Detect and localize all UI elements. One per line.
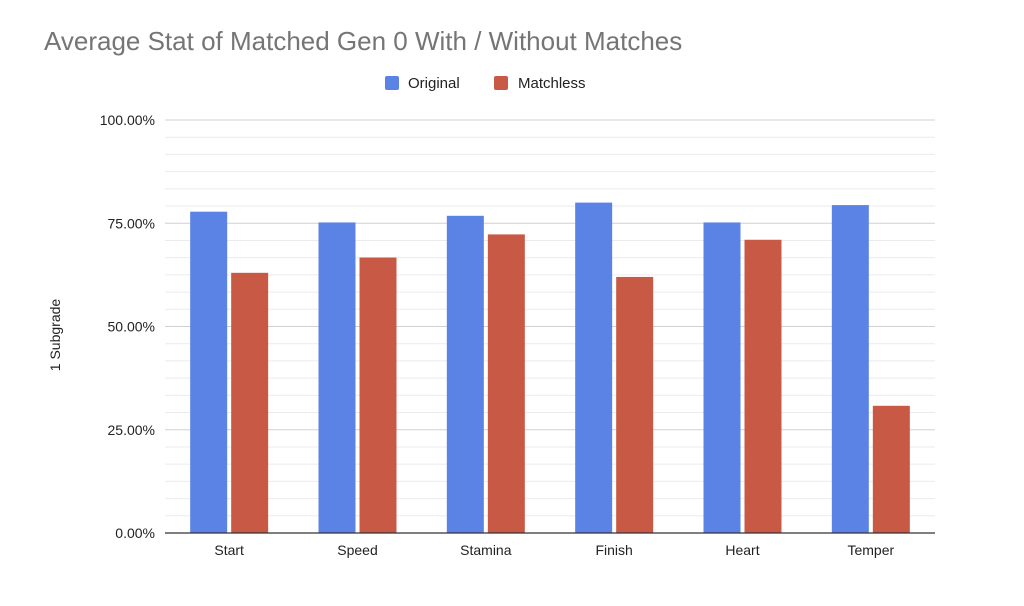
x-axis-ticks: Start Speed Stamina Finish Heart Temper <box>214 542 894 558</box>
bar-matchless-temper <box>872 405 910 533</box>
bar-original-temper <box>831 205 869 533</box>
legend-label-matchless: Matchless <box>518 75 586 92</box>
y-axis-title: 1 Subgrade <box>47 299 63 372</box>
x-tick-label: Stamina <box>460 542 512 558</box>
bars <box>190 202 910 534</box>
y-tick-label: 50.00% <box>108 319 155 335</box>
bar-original-stamina <box>446 215 484 534</box>
legend-swatch-matchless <box>494 76 508 90</box>
bar-matchless-stamina <box>487 234 525 533</box>
x-tick-label: Speed <box>337 542 377 558</box>
y-axis-ticks: 0.00% 25.00% 50.00% 75.00% 100.00% <box>100 112 155 541</box>
bar-matchless-heart <box>744 239 782 533</box>
bar-original-start <box>190 211 228 533</box>
x-tick-label: Finish <box>595 542 632 558</box>
bar-original-speed <box>318 222 356 533</box>
legend-label-original: Original <box>408 75 460 92</box>
x-tick-label: Start <box>214 542 244 558</box>
legend-swatch-original <box>385 76 399 90</box>
bar-matchless-start <box>231 272 269 533</box>
grid <box>165 119 935 517</box>
bar-matchless-speed <box>359 257 397 533</box>
y-tick-label: 0.00% <box>115 525 155 541</box>
x-tick-label: Heart <box>725 542 759 558</box>
x-tick-label: Temper <box>847 542 894 558</box>
y-tick-label: 100.00% <box>100 112 155 128</box>
bar-original-heart <box>703 222 741 533</box>
bar-original-finish <box>575 202 613 533</box>
legend: Original Matchless <box>385 75 586 92</box>
y-tick-label: 75.00% <box>108 215 155 231</box>
y-tick-label: 25.00% <box>108 422 155 438</box>
bar-matchless-finish <box>616 276 654 533</box>
chart-title: Average Stat of Matched Gen 0 With / Wit… <box>44 26 682 56</box>
